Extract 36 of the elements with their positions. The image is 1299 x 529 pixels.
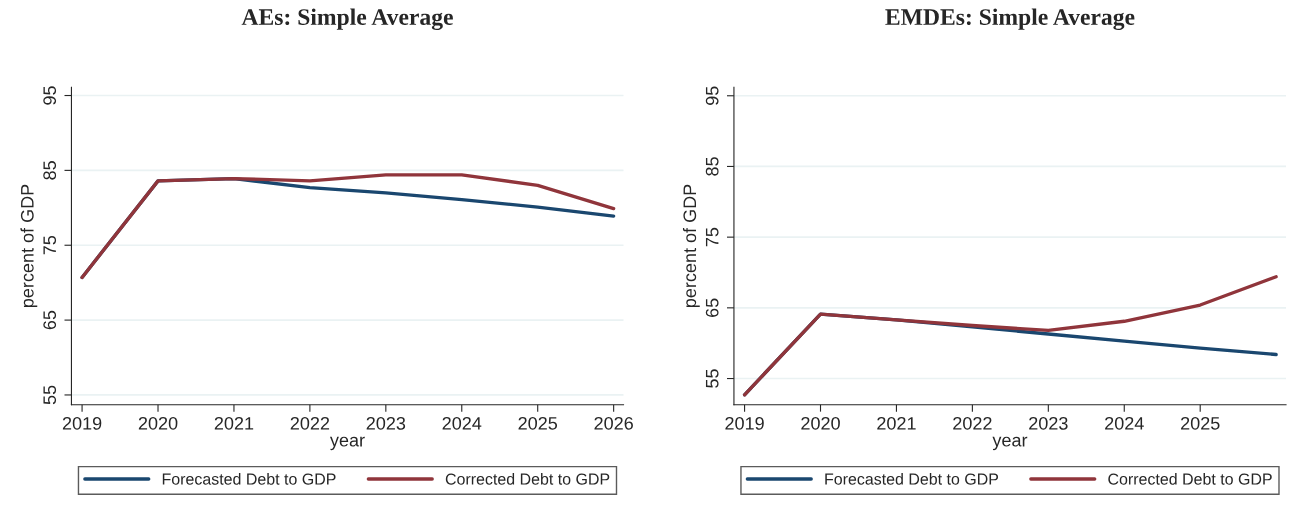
x-tick-label: 2019 [62, 416, 102, 430]
x-tick-label: 2026 [594, 416, 633, 430]
y-tick-label: 75 [43, 235, 57, 255]
x-tick-label: 2025 [1181, 416, 1220, 430]
x-tick-label: 2022 [953, 416, 992, 430]
chart-title: EMDEs: Simple Average [885, 8, 1135, 30]
x-tick-label: 2019 [725, 416, 764, 430]
y-tick-label: 55 [705, 369, 719, 388]
x-tick-label: 2024 [442, 416, 482, 430]
legend-label: Corrected Debt to GDP [445, 473, 610, 485]
chart-title: AEs: Simple Average [241, 8, 453, 30]
line-series [742, 275, 1278, 397]
y-tick-label: 65 [43, 310, 57, 330]
legend-label: Forecasted Debt to GDP [825, 473, 999, 485]
x-tick-label: 2021 [214, 416, 254, 430]
y-axis-title: percent of GDP [682, 184, 700, 308]
x-axis-title: year [992, 436, 1028, 451]
x-tick-label: 2021 [877, 416, 916, 430]
x-tick-label: 2020 [801, 416, 840, 430]
x-axis-title: year [329, 436, 365, 451]
x-tick-label: 2023 [1029, 416, 1068, 430]
y-tick-label: 75 [705, 227, 719, 247]
y-tick-label: 65 [705, 298, 719, 317]
y-axis-title: percent of GDP [20, 184, 38, 308]
y-tick-label: 95 [43, 86, 57, 105]
x-tick-label: 2024 [1105, 416, 1144, 430]
x-tick-label: 2022 [290, 416, 330, 430]
y-tick-label: 85 [705, 157, 719, 176]
x-tick-label: 2020 [138, 416, 178, 430]
y-tick-label: 55 [43, 385, 57, 405]
x-tick-label: 2025 [518, 416, 558, 430]
legend-label: Corrected Debt to GDP [1108, 473, 1272, 485]
legend-label: Forecasted Debt to GDP [162, 473, 336, 485]
y-tick-label: 85 [43, 161, 57, 180]
x-tick-label: 2023 [366, 416, 406, 430]
y-tick-label: 95 [705, 86, 719, 105]
